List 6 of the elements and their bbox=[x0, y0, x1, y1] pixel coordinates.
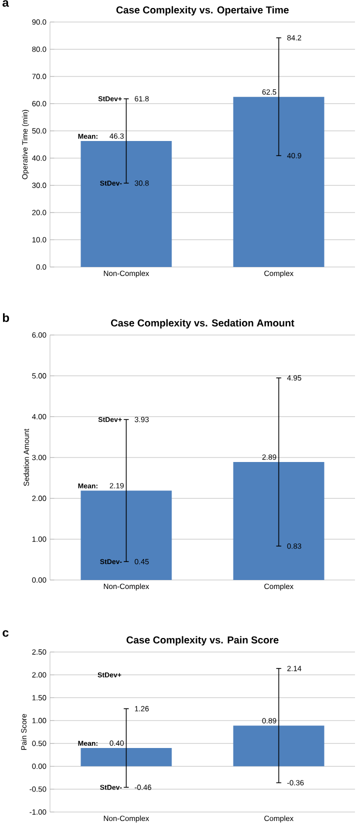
text: b bbox=[2, 313, 10, 322]
chart-title: Case Complexity vs. Pain Score bbox=[126, 636, 278, 646]
chart-title: Case Complexity vs. Sedation Amount bbox=[111, 319, 294, 328]
chart-title: Case Complexity vs. Opertaive Time bbox=[116, 6, 289, 16]
text: a bbox=[2, 0, 9, 7]
text: c bbox=[2, 630, 9, 637]
